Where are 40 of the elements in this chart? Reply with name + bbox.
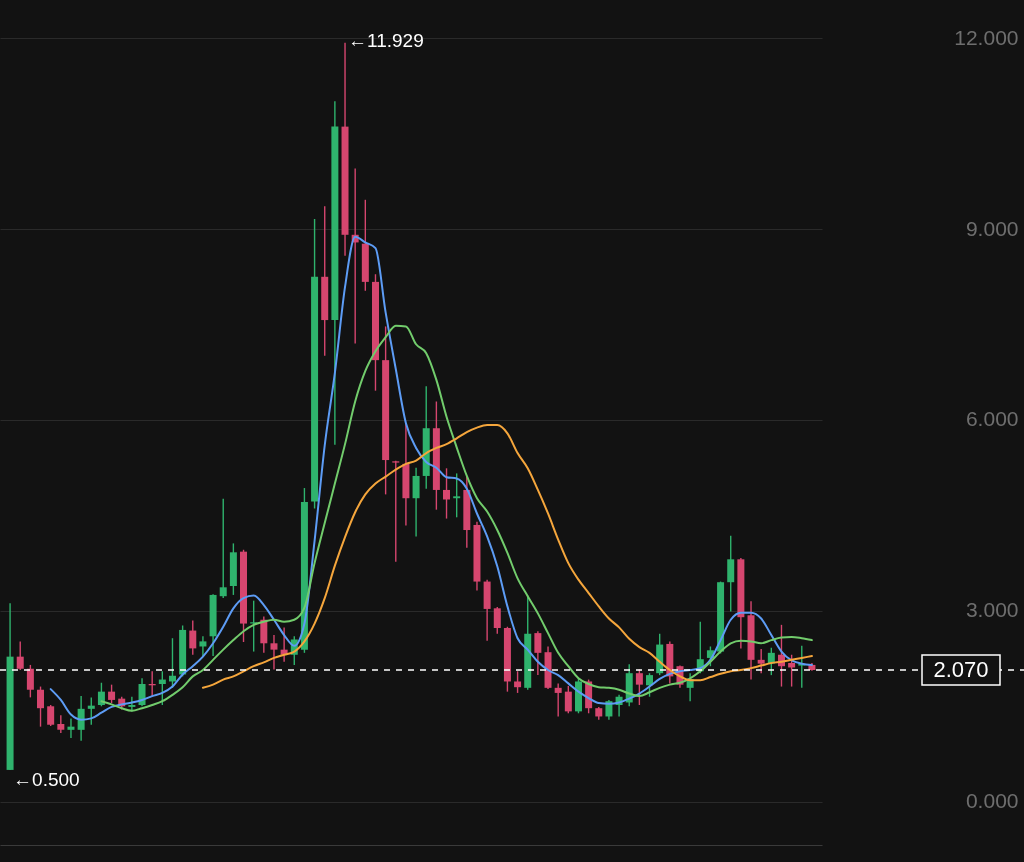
candlestick — [270, 634, 278, 671]
candlestick — [493, 606, 501, 635]
ref-line-label: 2.070 — [933, 657, 989, 683]
y-tick-label: 3.000 — [965, 598, 1019, 622]
candlestick — [158, 670, 166, 706]
candlestick — [219, 498, 227, 599]
candlestick — [727, 535, 735, 613]
annotation: ←11.929 — [348, 29, 424, 51]
candlestick — [392, 459, 400, 563]
candlestick — [250, 599, 258, 653]
candlestick — [514, 670, 522, 694]
y-tick-label: 0.000 — [965, 789, 1019, 813]
candlestick — [128, 696, 136, 713]
candlestick — [635, 668, 643, 706]
candlestick — [564, 685, 572, 714]
candlestick — [412, 466, 420, 538]
candlestick — [443, 467, 451, 520]
candlestick — [16, 640, 24, 671]
candlestick — [138, 677, 146, 707]
candlestick — [189, 619, 197, 656]
line-series — [201, 424, 813, 689]
candlestick — [47, 704, 55, 727]
candlestick — [108, 683, 116, 704]
candlestick — [788, 654, 796, 688]
candlestick — [87, 696, 95, 726]
y-tick-label: 6.000 — [965, 407, 1019, 431]
y-tick-label: 9.000 — [965, 216, 1019, 240]
annotation: ←0.500 — [13, 768, 80, 790]
candlestick — [67, 717, 75, 739]
candlestick — [757, 648, 765, 674]
candlestick — [199, 635, 207, 657]
y-tick-label: 12.000 — [954, 25, 1019, 49]
candlestick — [534, 630, 542, 676]
candlestick — [77, 695, 85, 742]
candlestick — [57, 714, 65, 734]
candlestick — [37, 685, 45, 728]
candlestick — [554, 682, 562, 718]
candlestick — [26, 664, 34, 699]
candlestick — [453, 472, 461, 519]
candlestick — [646, 672, 654, 698]
